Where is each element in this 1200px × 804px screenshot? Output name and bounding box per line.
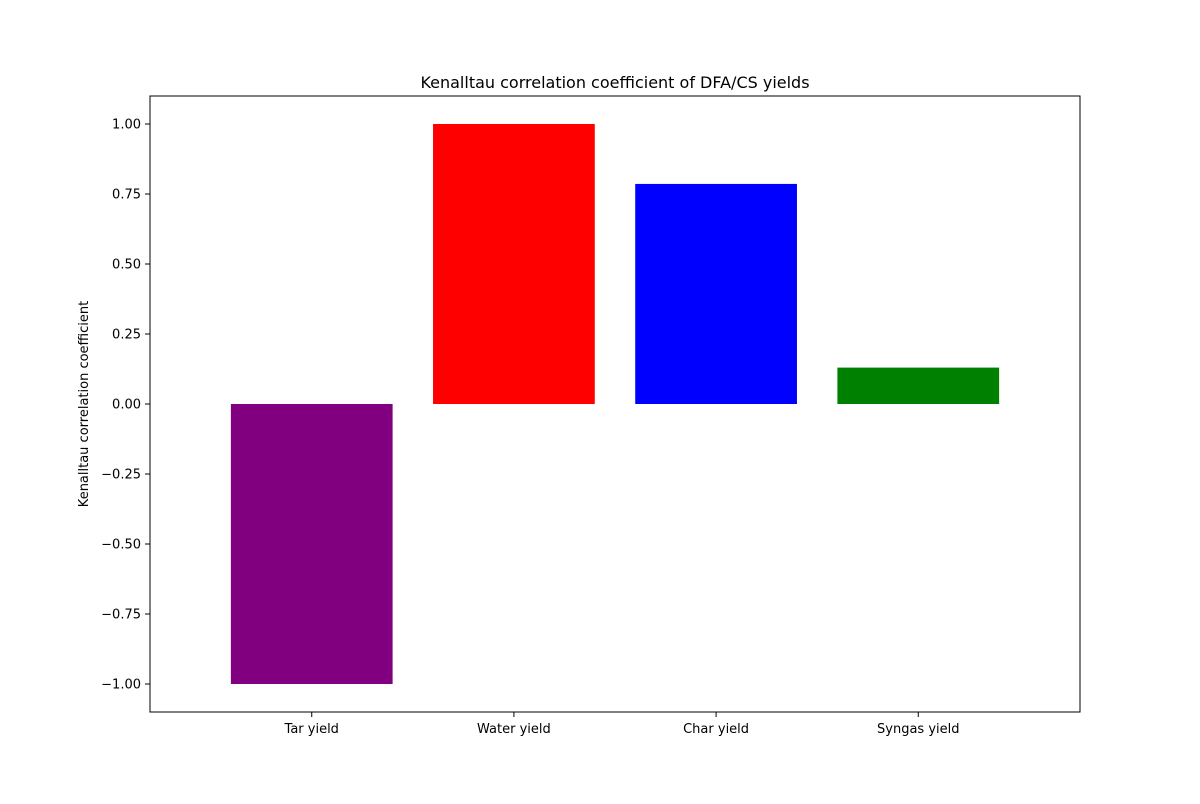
bar-char-yield	[635, 183, 797, 404]
y-tick-label: −0.50	[101, 538, 141, 553]
x-tick-label: Char yield	[683, 722, 749, 737]
y-tick-label: 0.50	[112, 258, 141, 273]
y-axis-label: Kenalltau correlation coefficient	[77, 301, 92, 507]
bar-syngas-yield	[837, 367, 1000, 404]
bar-water-yield	[433, 124, 595, 404]
y-tick-label: −0.75	[101, 608, 141, 623]
y-tick-label: −1.00	[101, 678, 141, 693]
x-tick-label: Syngas yield	[877, 722, 959, 737]
x-tick-label: Water yield	[477, 722, 551, 737]
bar-tar-yield	[230, 404, 393, 684]
y-axis-ticks: −1.00 −0.75 −0.50 −0.25 0.00 0.25 0.50 0.75 1.00	[101, 118, 150, 693]
y-tick-label: 0.25	[112, 328, 141, 343]
x-axis-ticks: Tar yield Water yield Char yield Syngas yie…	[284, 712, 960, 737]
chart-title: Kenalltau correlation coefficient of DFA…	[420, 73, 809, 92]
y-tick-label: −0.25	[101, 468, 141, 483]
plot-frame	[149, 95, 1081, 713]
y-tick-label: 0.75	[112, 188, 141, 203]
x-tick-label: Tar yield	[284, 722, 339, 737]
bars-layer	[230, 124, 1000, 684]
y-tick-label: 0.00	[112, 398, 141, 413]
y-tick-label: 1.00	[112, 118, 141, 133]
